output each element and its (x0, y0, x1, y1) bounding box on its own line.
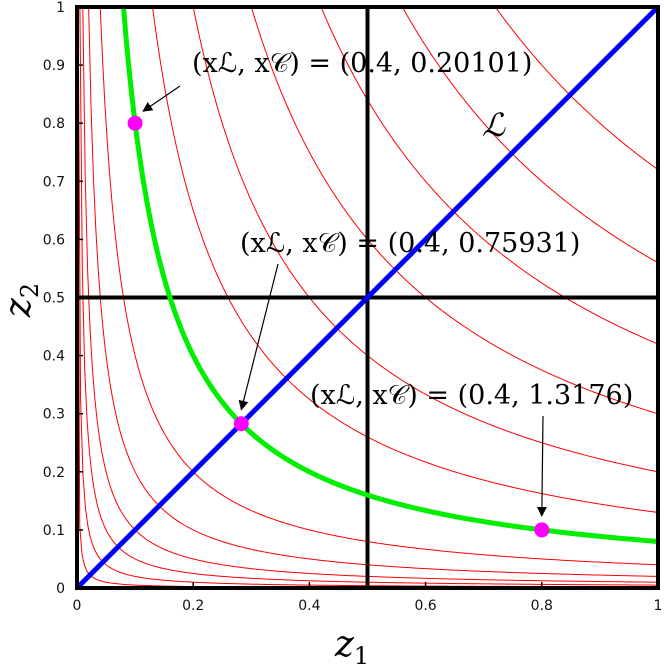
x-tick-label-2: 0.4 (298, 598, 320, 614)
highlight-curve-group (120, 7, 658, 545)
contour-line-9 (250, 7, 658, 415)
y-tick-label-3: 0.3 (43, 407, 65, 423)
annotation-arrow-2 (536, 415, 547, 517)
highlight-curve (120, 7, 658, 545)
y-tick-label-7: 0.7 (43, 174, 65, 190)
line-l (77, 7, 658, 588)
x-axis-label-sub: 1 (354, 642, 369, 664)
x-tick-label-3: 0.6 (414, 598, 436, 614)
annotations: (xℒ, x𝒞) = (0.4, 0.20101) (xℒ, x𝒞) = (0.4… (142, 48, 633, 517)
axis-ticks: 0 0.2 0.4 0.6 0.8 1 0 0.1 0.2 0.3 0.4 0.5 0.6 0.7 0.8 0… (43, 0, 663, 614)
annotation-text-2: (xℒ, x𝒞) = (0.4, 1.3176) (310, 380, 633, 411)
y-tick-label-4: 0.4 (43, 349, 65, 365)
contour-line-10 (320, 7, 658, 345)
contour-line-7 (152, 7, 658, 513)
diagonal-line (77, 7, 658, 588)
point-1 (233, 416, 249, 432)
y-tick-label-9: 0.9 (43, 58, 65, 74)
y-tick-label-8: 0.8 (43, 116, 65, 132)
contour-line-8 (192, 7, 658, 473)
x-tick-label-4: 0.8 (531, 598, 553, 614)
y-axis-label-main: z (0, 297, 39, 318)
point-0 (127, 115, 143, 131)
annotation-arrow-1 (238, 263, 279, 411)
contour-line-11 (401, 7, 658, 264)
y-axis-label-sub: 2 (16, 283, 44, 298)
y-axis-label: z2 (0, 283, 44, 318)
data-points (127, 115, 550, 538)
y-tick-label-6: 0.6 (43, 232, 65, 248)
y-tick-label-5: 0.5 (43, 291, 65, 307)
x-tick-label-1: 0.2 (182, 598, 204, 614)
contour-line-4 (88, 7, 658, 577)
l-label: ℒ (482, 106, 506, 144)
y-tick-label-1: 0.1 (43, 523, 65, 539)
annotation-text-0: (xℒ, x𝒞) = (0.4, 0.20101) (192, 48, 532, 79)
contour-line-12 (494, 7, 658, 171)
x-tick-label-5: 1 (654, 598, 663, 614)
x-axis-label-main: z (334, 624, 355, 664)
contour-line-3 (82, 7, 658, 583)
y-tick-label-2: 0.2 (43, 465, 65, 481)
annotation-arrow-0 (142, 85, 181, 112)
y-tick-label-0: 0 (56, 581, 65, 597)
annotation-text-1: (xℒ, x𝒞) = (0.4, 0.75931) (240, 228, 580, 259)
x-tick-label-0: 0 (73, 598, 82, 614)
point-2 (534, 522, 550, 538)
y-tick-label-10: 1 (56, 0, 65, 16)
x-axis-label: z1 (334, 624, 369, 664)
